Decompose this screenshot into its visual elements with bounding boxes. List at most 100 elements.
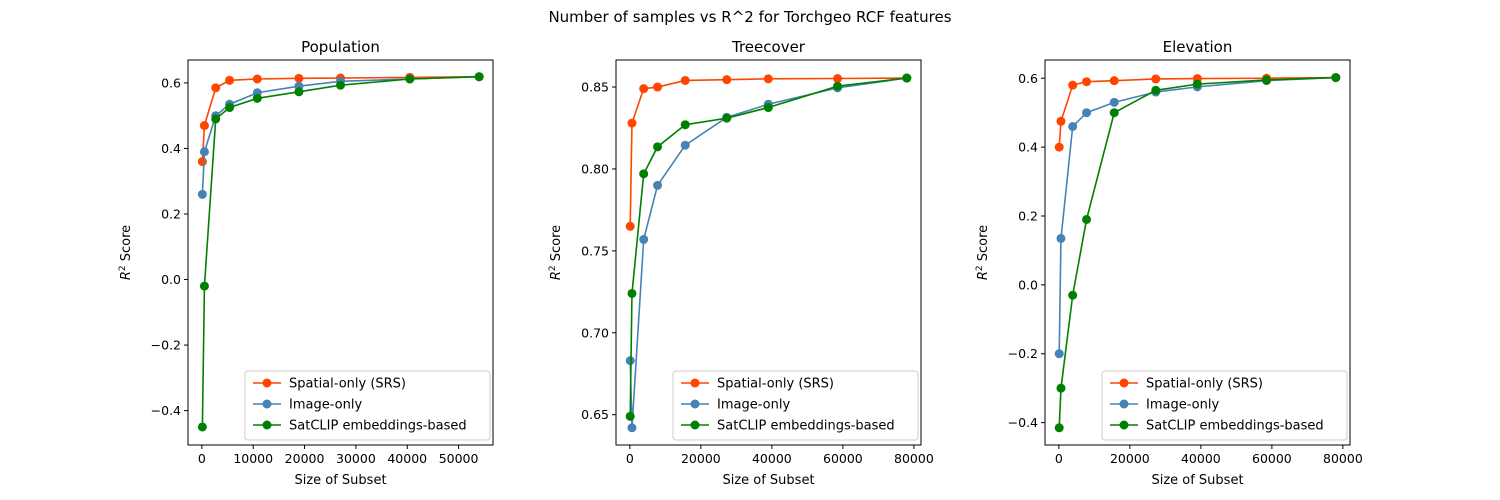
y-axis-label: R2 Score bbox=[548, 225, 564, 280]
data-point bbox=[1068, 290, 1078, 300]
x-tick-label: 40000 bbox=[387, 451, 427, 466]
data-point bbox=[1151, 74, 1161, 84]
panel-elevation: Elevation 0 20000 40000 60000 80000 −0.4 −0.2 0.… bbox=[975, 38, 1363, 488]
x-tick-label: 20000 bbox=[285, 451, 325, 466]
x-tick-label: 40000 bbox=[1181, 451, 1221, 466]
y-tick-label: 0.6 bbox=[1018, 71, 1038, 86]
data-point bbox=[680, 75, 690, 85]
x-tick-label: 20000 bbox=[681, 451, 721, 466]
data-point bbox=[1056, 383, 1066, 393]
legend-marker bbox=[1119, 399, 1129, 409]
data-point bbox=[252, 93, 262, 103]
legend-marker bbox=[1119, 420, 1129, 430]
y-tick-label: 0.65 bbox=[581, 407, 609, 422]
y-tick-label: −0.4 bbox=[151, 403, 181, 418]
data-point bbox=[627, 118, 637, 128]
data-point bbox=[833, 81, 843, 91]
x-axis-label: Size of Subset bbox=[722, 473, 814, 488]
x-axis-label: Size of Subset bbox=[1151, 473, 1243, 488]
data-point bbox=[722, 113, 732, 123]
legend-label: Spatial-only (SRS) bbox=[1146, 377, 1263, 392]
legend-label: SatCLIP embeddings-based bbox=[289, 419, 467, 434]
y-tick-label: 0.85 bbox=[581, 80, 609, 95]
data-point bbox=[1068, 121, 1078, 131]
legend-label: SatCLIP embeddings-based bbox=[1146, 419, 1324, 434]
series-satclip-embeddings-based bbox=[625, 73, 912, 421]
legend-box bbox=[672, 370, 919, 441]
data-point bbox=[639, 169, 649, 179]
data-point bbox=[294, 73, 304, 83]
data-point bbox=[197, 189, 207, 199]
x-tick-label: 0 bbox=[198, 451, 206, 466]
data-point bbox=[1109, 97, 1119, 107]
data-point bbox=[1056, 233, 1066, 243]
data-point bbox=[763, 103, 773, 113]
data-point bbox=[1262, 75, 1272, 85]
panel-population: Population 0 10000 20000 30000 40000 50000 −0.4… bbox=[118, 38, 494, 488]
data-point bbox=[833, 74, 843, 84]
x-tick-label: 50000 bbox=[439, 451, 479, 466]
data-point bbox=[653, 82, 663, 92]
data-point bbox=[1054, 349, 1064, 359]
legend: Spatial-only (SRS) Image-only SatCLIP embe… bbox=[672, 370, 919, 441]
data-point bbox=[225, 75, 235, 85]
data-point bbox=[639, 234, 649, 244]
plot-frame bbox=[1044, 59, 1351, 446]
data-point bbox=[199, 147, 209, 157]
data-point bbox=[199, 121, 209, 131]
panel-title: Population bbox=[301, 38, 380, 56]
panel-treecover: Treecover 0 20000 40000 60000 80000 0.65 0.70 0.… bbox=[548, 38, 934, 488]
legend-marker bbox=[690, 399, 700, 409]
series-spatial-only-srs bbox=[625, 73, 912, 231]
data-point bbox=[902, 73, 912, 83]
data-point bbox=[625, 356, 635, 366]
data-point bbox=[763, 74, 773, 84]
y-axis-label: R2 Score bbox=[118, 225, 134, 280]
legend-label: Spatial-only (SRS) bbox=[717, 377, 834, 392]
x-tick-label: 20000 bbox=[1110, 451, 1150, 466]
legend-marker bbox=[690, 378, 700, 388]
data-point bbox=[211, 83, 221, 93]
legend-box bbox=[1101, 370, 1348, 441]
data-point bbox=[1082, 108, 1092, 118]
x-tick-label: 40000 bbox=[752, 451, 792, 466]
y-tick-label: 0.2 bbox=[161, 207, 181, 222]
legend: Spatial-only (SRS) Image-only SatCLIP embe… bbox=[1101, 370, 1348, 441]
y-axis-label: R2 Score bbox=[975, 225, 991, 280]
data-point bbox=[722, 75, 732, 85]
y-tick-label: 0.4 bbox=[161, 141, 181, 156]
legend-box bbox=[244, 370, 491, 441]
data-point bbox=[680, 140, 690, 150]
data-point bbox=[1082, 214, 1092, 224]
y-tick-label: 0.80 bbox=[581, 161, 609, 176]
legend-marker bbox=[690, 420, 700, 430]
x-tick-label: 60000 bbox=[823, 451, 863, 466]
data-point bbox=[1056, 116, 1066, 126]
data-point bbox=[199, 281, 209, 291]
data-point bbox=[294, 87, 304, 97]
x-tick-label: 0 bbox=[1055, 451, 1063, 466]
data-point bbox=[1068, 80, 1078, 90]
y-tick-label: 0.0 bbox=[1018, 277, 1038, 292]
series-satclip-embeddings-based bbox=[1054, 73, 1341, 433]
legend-label: Image-only bbox=[289, 398, 362, 413]
panel-title: Treecover bbox=[731, 38, 806, 56]
legend-label: Spatial-only (SRS) bbox=[289, 377, 406, 392]
data-point bbox=[336, 80, 345, 90]
x-tick-label: 30000 bbox=[336, 451, 376, 466]
y-tick-label: 0.0 bbox=[161, 272, 181, 287]
legend-label: Image-only bbox=[1146, 398, 1219, 413]
data-point bbox=[1082, 77, 1092, 87]
y-tick-label: 0.70 bbox=[581, 325, 609, 340]
data-point bbox=[225, 103, 235, 113]
y-tick-label: 0.75 bbox=[581, 243, 609, 258]
data-point bbox=[653, 142, 663, 152]
legend-marker bbox=[262, 399, 272, 409]
y-tick-label: −0.2 bbox=[151, 338, 181, 353]
data-point bbox=[197, 157, 207, 167]
series-satclip-embeddings-based bbox=[197, 72, 484, 432]
y-tick-label: −0.2 bbox=[1008, 346, 1038, 361]
x-tick-label: 10000 bbox=[233, 451, 273, 466]
legend-label: SatCLIP embeddings-based bbox=[717, 419, 895, 434]
